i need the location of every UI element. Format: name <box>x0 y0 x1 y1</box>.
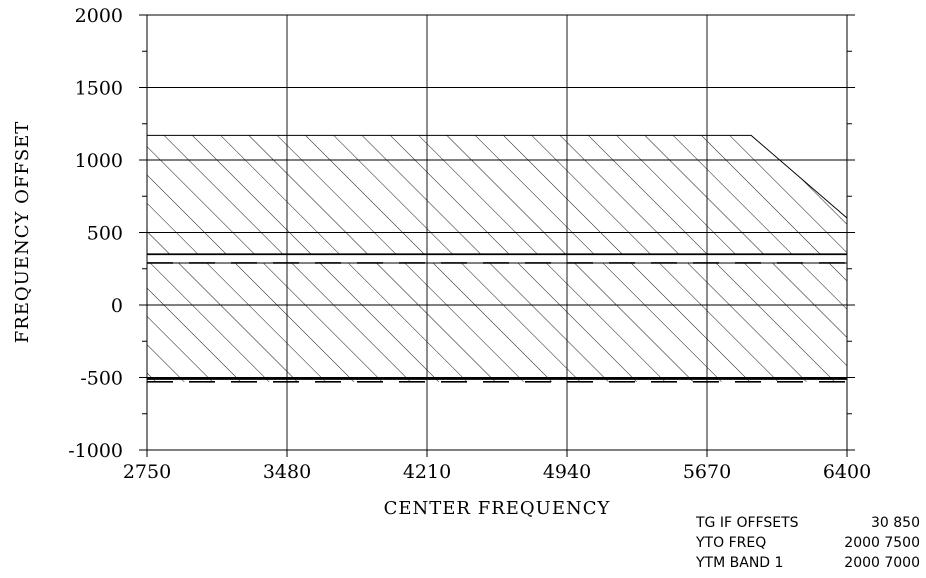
annotation-label-1: TG IF OFFSETS <box>695 515 799 531</box>
hatched-regions <box>147 134 847 382</box>
annotation-label-2: YTO FREQ <box>695 535 766 551</box>
x-axis-title: CENTER FREQUENCY <box>384 498 611 519</box>
y-tick-labels: -1000 -500 0 500 1000 1500 2000 <box>68 5 123 462</box>
y-tick-label-0: -1000 <box>68 440 123 462</box>
annotation-value-2: 2000 7500 <box>844 535 920 551</box>
y-tick-label-2: 0 <box>111 295 123 317</box>
grid <box>147 15 847 450</box>
x-tick-label-2: 4210 <box>403 461 451 483</box>
y-tick-label-4: 1000 <box>75 150 123 172</box>
y-tick-label-1: -500 <box>80 368 123 390</box>
x-tick-label-4: 5670 <box>683 461 731 483</box>
limit-lines <box>147 253 847 383</box>
annotation-block: TG IF OFFSETS 30 850 YTO FREQ 2000 7500 YTM … <box>695 515 920 571</box>
hatched-region-1 <box>147 135 847 255</box>
hatched-region-1-edge <box>147 134 847 219</box>
annotation-value-3: 2000 7000 <box>844 555 920 571</box>
x-tick-label-3: 4940 <box>543 461 591 483</box>
y-axis-title: FREQUENCY OFFSET <box>12 121 33 344</box>
x-tick-labels: 2750 3480 4210 4940 5670 6400 <box>123 461 871 483</box>
annotation-value-1: 30 850 <box>871 515 920 531</box>
x-tick-label-5: 6400 <box>823 461 871 483</box>
x-tick-label-1: 3480 <box>263 461 311 483</box>
hatched-region-2 <box>147 262 847 382</box>
x-tick-label-0: 2750 <box>123 461 171 483</box>
annotation-label-3: YTM BAND 1 <box>695 555 783 571</box>
y-tick-label-5: 1500 <box>75 78 123 100</box>
y-tick-label-6: 2000 <box>75 5 123 27</box>
y-tick-label-3: 500 <box>87 223 123 245</box>
axis-ticks <box>139 14 855 457</box>
